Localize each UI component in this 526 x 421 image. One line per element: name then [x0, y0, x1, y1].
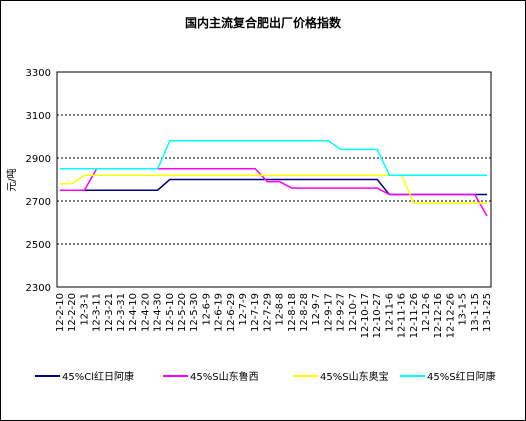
x-tick-label: 12-3-21 — [104, 293, 115, 332]
x-tick-label: 13-1-15 — [470, 293, 481, 332]
y-tick-label: 3100 — [26, 111, 51, 122]
x-tick-label: 12-3-31 — [116, 293, 127, 332]
legend-label: 45%S山东奥宝 — [320, 370, 389, 383]
y-tick-label: 2900 — [26, 154, 51, 165]
x-tick-label: 12-12-26 — [445, 293, 456, 338]
series-line — [60, 140, 487, 176]
x-tick-label: 12-12-16 — [433, 293, 444, 338]
legend-label: 45%S山东鲁西 — [190, 370, 259, 383]
x-tick-label: 12-5-10 — [165, 293, 176, 332]
x-tick-label: 12-10-17 — [360, 293, 371, 338]
x-tick-label: 12-4-10 — [128, 293, 139, 332]
y-tick-label: 2300 — [26, 283, 51, 294]
x-tick-label: 12-10-27 — [372, 293, 383, 338]
x-tick-label: 12-8-28 — [299, 293, 310, 332]
x-tick-label: 12-8-18 — [287, 293, 298, 332]
y-tick-label: 2700 — [26, 197, 51, 208]
x-tick-label: 12-9-17 — [323, 293, 334, 332]
x-tick-label: 12-5-30 — [189, 293, 200, 332]
x-tick-label: 12-3-11 — [92, 293, 103, 332]
x-tick-label: 12-7-9 — [238, 293, 249, 326]
x-tick-label: 12-5-20 — [177, 293, 188, 332]
y-axis-label: 元/吨 — [5, 168, 18, 191]
x-tick-label: 12-4-20 — [140, 293, 151, 332]
series-line — [60, 174, 487, 204]
legend-label: 45%S红日阿康 — [427, 370, 496, 383]
x-tick-label: 12-6-19 — [214, 293, 225, 332]
chart-title: 国内主流复合肥出厂价格指数 — [185, 15, 342, 30]
x-tick-label: 12-7-19 — [250, 293, 261, 332]
x-tick-label: 12-11-26 — [409, 293, 420, 338]
x-tick-label: 12-4-30 — [153, 293, 164, 332]
x-tick-label: 12-9-27 — [336, 293, 347, 332]
x-tick-label: 12-3-1 — [79, 293, 90, 326]
legend-label: 45%Cl红日阿康 — [62, 370, 134, 383]
x-tick-label: 12-11-6 — [384, 293, 395, 332]
x-tick-label: 13-1-5 — [458, 293, 469, 326]
x-tick-label: 12-8-8 — [275, 293, 286, 326]
x-tick-label: 12-10-7 — [348, 293, 359, 332]
x-tick-label: 12-6-29 — [226, 293, 237, 332]
x-tick-label: 12-2-10 — [55, 293, 66, 332]
y-tick-label: 3300 — [26, 68, 51, 79]
x-tick-label: 12-12-6 — [421, 293, 432, 332]
x-tick-label: 12-2-20 — [67, 293, 78, 332]
x-tick-label: 12-11-16 — [397, 293, 408, 338]
x-tick-label: 12-9-7 — [311, 293, 322, 326]
x-tick-label: 12-6-9 — [201, 293, 212, 326]
x-tick-label: 12-7-29 — [262, 293, 273, 332]
x-tick-label: 13-1-25 — [482, 293, 493, 332]
y-tick-label: 2500 — [26, 240, 51, 251]
